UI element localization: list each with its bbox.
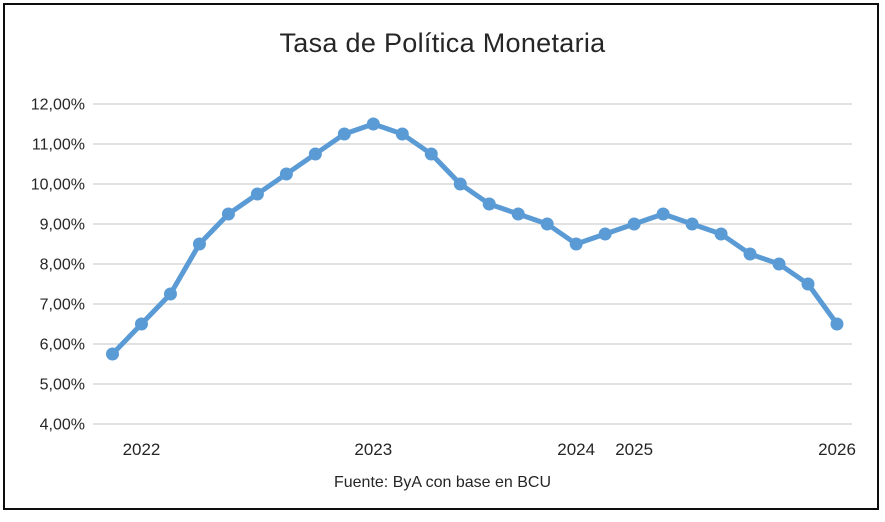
y-axis-tick-label: 11,00% (32, 137, 85, 154)
data-point-marker (482, 197, 496, 211)
y-axis-tick-label: 10,00% (31, 177, 85, 194)
y-axis-tick-label: 7,00% (40, 297, 85, 314)
data-point-marker (540, 217, 554, 231)
data-point-marker (395, 127, 409, 141)
data-point-marker (163, 287, 177, 301)
data-point-marker (627, 217, 641, 231)
data-point-marker (511, 207, 525, 221)
data-point-marker (656, 207, 670, 221)
x-axis-tick-label: 2026 (818, 440, 856, 459)
data-point-marker (366, 117, 380, 131)
data-point-marker (192, 237, 206, 251)
x-axis-tick-label: 2023 (354, 440, 392, 459)
y-axis-tick-label: 12,00% (31, 97, 85, 114)
data-point-marker (801, 277, 815, 291)
data-point-marker (685, 217, 699, 231)
data-point-marker (772, 257, 786, 271)
y-axis-tick-label: 4,00% (40, 417, 85, 434)
policy-rate-line (110, 121, 840, 357)
data-point-marker (569, 237, 583, 251)
data-point-marker (424, 147, 438, 161)
y-axis-tick-label: 8,00% (40, 257, 85, 274)
source-caption: Fuente: ByA con base en BCU (333, 474, 551, 491)
y-axis-tick-label: 6,00% (40, 337, 85, 354)
data-point-marker (743, 247, 757, 261)
data-point-marker (250, 187, 264, 201)
data-point-marker (308, 147, 322, 161)
y-axis-tick-label: 9,00% (40, 217, 85, 234)
data-point-marker (598, 227, 612, 241)
chart-title: Tasa de Política Monetaria (279, 28, 606, 58)
data-point-marker (830, 317, 844, 331)
data-point-marker (106, 347, 119, 361)
data-point-marker (453, 177, 467, 191)
data-point-marker (714, 227, 728, 241)
data-point-marker (279, 167, 293, 181)
data-point-marker (221, 207, 235, 221)
data-point-marker (134, 317, 148, 331)
x-axis-tick-label: 2025 (615, 440, 653, 459)
data-point-marker (337, 127, 351, 141)
x-axis-tick-label: 2024 (557, 440, 595, 459)
y-axis-tick-label: 5,00% (40, 377, 85, 394)
x-axis-tick-label: 2022 (123, 440, 161, 459)
